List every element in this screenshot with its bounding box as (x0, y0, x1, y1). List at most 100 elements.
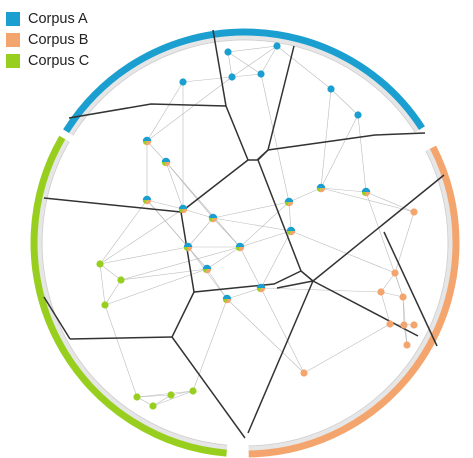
link-line (146, 140, 167, 163)
link-line (380, 272, 396, 293)
cell-boundary (276, 280, 314, 289)
link-line (212, 217, 292, 232)
link-line (146, 199, 208, 270)
cell-boundary (180, 159, 249, 213)
node-slice-corpus-c (222, 299, 227, 303)
node-slice-corpus-b (287, 202, 294, 207)
legend-label-corpus-b: Corpus B (28, 31, 89, 48)
node-slice-corpus-c (208, 218, 213, 222)
node-slice-corpus-a (286, 226, 296, 231)
link-line (165, 161, 241, 248)
corpus-b-node[interactable] (386, 320, 394, 328)
link-line (136, 394, 172, 398)
legend-label-corpus-a: Corpus A (28, 10, 88, 27)
corpus-b-node[interactable] (410, 321, 418, 329)
legend-item-corpus-a[interactable]: Corpus A (6, 8, 89, 29)
cell-boundary (300, 270, 314, 282)
link-line (104, 304, 138, 398)
corpus-c-node[interactable] (117, 276, 125, 284)
cell-boundary (383, 231, 438, 347)
cell-boundary (257, 159, 302, 272)
link-line (187, 217, 214, 248)
corpus-a-node[interactable] (224, 48, 232, 56)
cell-boundary (68, 103, 227, 119)
node-slice-corpus-b (211, 218, 218, 223)
corpus-a-inner-arc (72, 39, 416, 136)
node-slice-corpus-a (208, 213, 218, 218)
node-slice-corpus-b (238, 247, 245, 252)
corpus-b-node[interactable] (391, 269, 399, 277)
link-line (239, 230, 292, 248)
link-line (152, 390, 194, 407)
corpus-a-arc[interactable] (63, 28, 425, 134)
node-slice-corpus-b (225, 299, 232, 304)
link-line (146, 76, 233, 142)
node-slice-corpus-c (284, 202, 289, 206)
legend-item-corpus-c[interactable]: Corpus C (6, 50, 89, 71)
link-line (182, 208, 214, 219)
corpus-arcs (30, 28, 460, 458)
corpus-a-node[interactable] (327, 85, 335, 93)
node-slice-corpus-b (319, 188, 326, 193)
cell-boundary (43, 296, 71, 340)
corpus-b-node[interactable] (399, 293, 407, 301)
node-slice-corpus-a (235, 242, 245, 247)
corpus-a-node[interactable] (228, 73, 236, 81)
corpus-c-node[interactable] (133, 393, 141, 401)
link-line (226, 298, 305, 374)
link-line (288, 187, 322, 203)
corpus-a-track-arc (68, 34, 420, 136)
link-line (226, 287, 262, 300)
link-line (260, 45, 278, 75)
link-line (192, 298, 228, 392)
legend-label-corpus-c: Corpus C (28, 52, 90, 69)
node-slice-corpus-a (161, 157, 171, 162)
node-slice-corpus-c (256, 288, 261, 292)
nodes-group (96, 42, 418, 410)
corpus-b-node[interactable] (377, 288, 385, 296)
corpus-b-node[interactable] (410, 208, 418, 216)
link-line (394, 211, 415, 274)
link-line (146, 81, 184, 142)
link-line (320, 114, 359, 189)
node-slice-corpus-b (259, 288, 266, 293)
node-slice-corpus-a (361, 187, 371, 192)
corpus-c-node[interactable] (189, 387, 197, 395)
node-slice-corpus-c (202, 269, 207, 273)
legend-item-corpus-b[interactable]: Corpus B (6, 29, 89, 50)
node-slice-corpus-c (235, 247, 240, 251)
links-group (99, 45, 415, 407)
node-slice-corpus-c (183, 247, 188, 251)
link-line (260, 230, 292, 289)
corpus-c-node[interactable] (101, 301, 109, 309)
node-slice-corpus-c (142, 200, 147, 204)
corpus-a-node[interactable] (354, 111, 362, 119)
node-slice-corpus-a (284, 197, 294, 202)
corpus-c-node[interactable] (149, 402, 157, 410)
link-line (136, 390, 194, 398)
node-slice-corpus-a (316, 183, 326, 188)
link-line (239, 201, 290, 248)
link-line (320, 88, 332, 189)
node-slice-corpus-c (178, 209, 183, 213)
node-slice-corpus-b (145, 141, 152, 146)
link-line (206, 268, 228, 300)
corpus-a-node[interactable] (273, 42, 281, 50)
link-line (320, 187, 367, 193)
corpus-c-arc[interactable] (30, 135, 227, 457)
corpus-b-node[interactable] (400, 321, 408, 329)
corpus-a-node[interactable] (179, 78, 187, 86)
corpus-c-track-arc (36, 138, 228, 451)
corpus-c-node[interactable] (96, 260, 104, 268)
voronoi-cells (43, 29, 445, 439)
link-line (120, 246, 241, 281)
corpus-a-node[interactable] (257, 70, 265, 78)
corpus-b-node[interactable] (403, 341, 411, 349)
corpus-b-arc[interactable] (248, 145, 460, 458)
corpus-b-node[interactable] (300, 369, 308, 377)
node-slice-corpus-a (256, 283, 266, 288)
node-slice-corpus-b (364, 192, 371, 197)
link-line (365, 191, 415, 213)
corpus-c-node[interactable] (167, 391, 175, 399)
link-line (104, 268, 208, 306)
